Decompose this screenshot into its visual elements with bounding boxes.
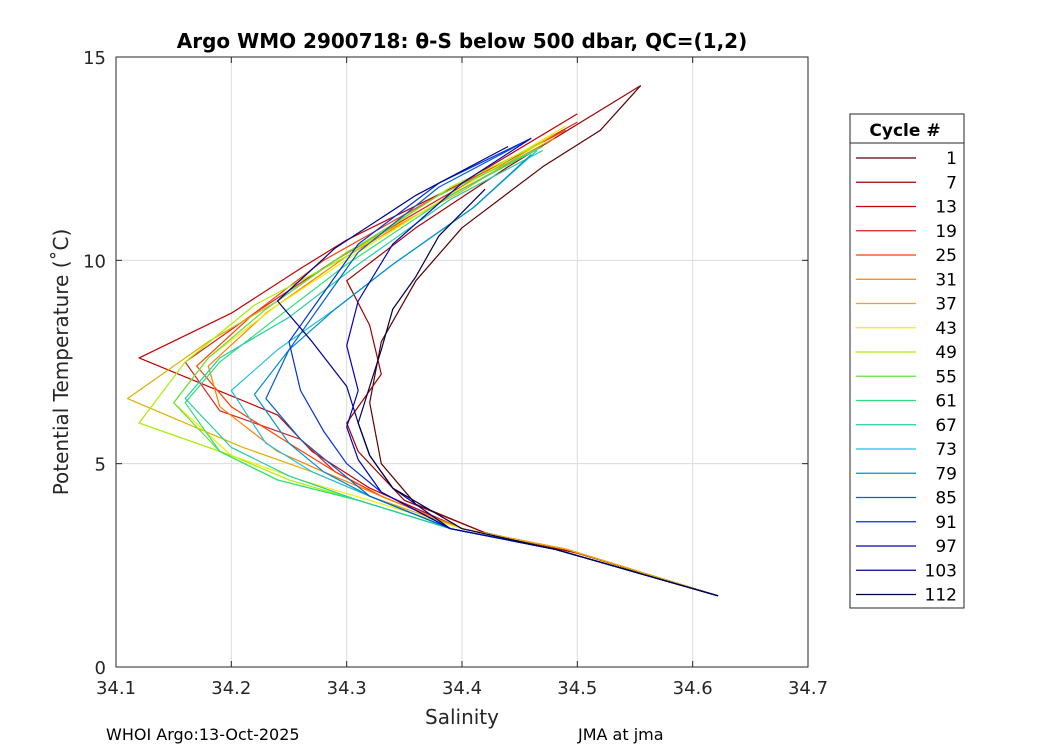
y-tick-label: 15 <box>83 48 106 69</box>
legend-label-cycle-7: 7 <box>946 173 957 193</box>
legend-label-cycle-73: 73 <box>935 440 957 460</box>
chart-title: Argo WMO 2900718: θ-S below 500 dbar, QC… <box>177 29 747 53</box>
legend-label-cycle-79: 79 <box>935 464 957 484</box>
x-tick-label: 34.4 <box>442 678 482 699</box>
legend-label-cycle-13: 13 <box>935 198 957 218</box>
legend-label-cycle-25: 25 <box>935 246 957 266</box>
legend-label-cycle-19: 19 <box>935 222 957 242</box>
grid-lines <box>116 57 808 667</box>
series-group <box>126 84 719 597</box>
legend-label-cycle-97: 97 <box>935 537 957 557</box>
legend-label-cycle-43: 43 <box>935 319 957 339</box>
y-tick-label: 5 <box>95 455 106 476</box>
x-tick-label: 34.1 <box>96 678 136 699</box>
y-tick-label: 10 <box>83 251 106 272</box>
y-axis-label: Potential Temperature (˚C) <box>49 229 73 496</box>
legend-label-cycle-103: 103 <box>925 561 957 581</box>
legend-label-cycle-55: 55 <box>935 367 957 387</box>
x-tick-label: 34.5 <box>557 678 597 699</box>
legend-label-cycle-85: 85 <box>935 489 957 509</box>
legend-label-cycle-67: 67 <box>935 416 957 436</box>
x-axis-label: Salinity <box>425 705 499 729</box>
axis-ticks: 34.1 34.2 34.3 34.4 34.5 34.6 34.7 0 5 10 15 <box>83 48 828 699</box>
x-tick-label: 34.7 <box>788 678 828 699</box>
series-line-cycle-112 <box>357 188 719 597</box>
footer-source: WHOI Argo:13-Oct-2025 <box>106 725 300 744</box>
legend: Cycle # 1 7 13 19 25 31 37 43 49 55 61 67 73 79 85 91 97… <box>849 113 965 609</box>
legend-label-cycle-49: 49 <box>935 343 957 363</box>
footer-operator: JMA at jma <box>578 725 664 744</box>
legend-label-cycle-31: 31 <box>935 270 957 290</box>
legend-box <box>849 113 965 609</box>
legend-label-cycle-61: 61 <box>935 392 957 412</box>
y-tick-label: 0 <box>95 658 106 679</box>
x-tick-label: 34.3 <box>327 678 367 699</box>
legend-label-cycle-112: 112 <box>925 586 957 606</box>
series-line-cycle-103 <box>276 145 719 597</box>
legend-title: Cycle # <box>869 121 940 141</box>
x-tick-label: 34.6 <box>673 678 713 699</box>
legend-label-cycle-37: 37 <box>935 295 957 315</box>
legend-items: 1 7 13 19 25 31 37 43 49 55 61 67 73 79 85 91 97 103 112 <box>856 149 957 606</box>
x-tick-label: 34.2 <box>211 678 251 699</box>
legend-label-cycle-91: 91 <box>935 513 957 533</box>
legend-label-cycle-1: 1 <box>946 149 957 169</box>
